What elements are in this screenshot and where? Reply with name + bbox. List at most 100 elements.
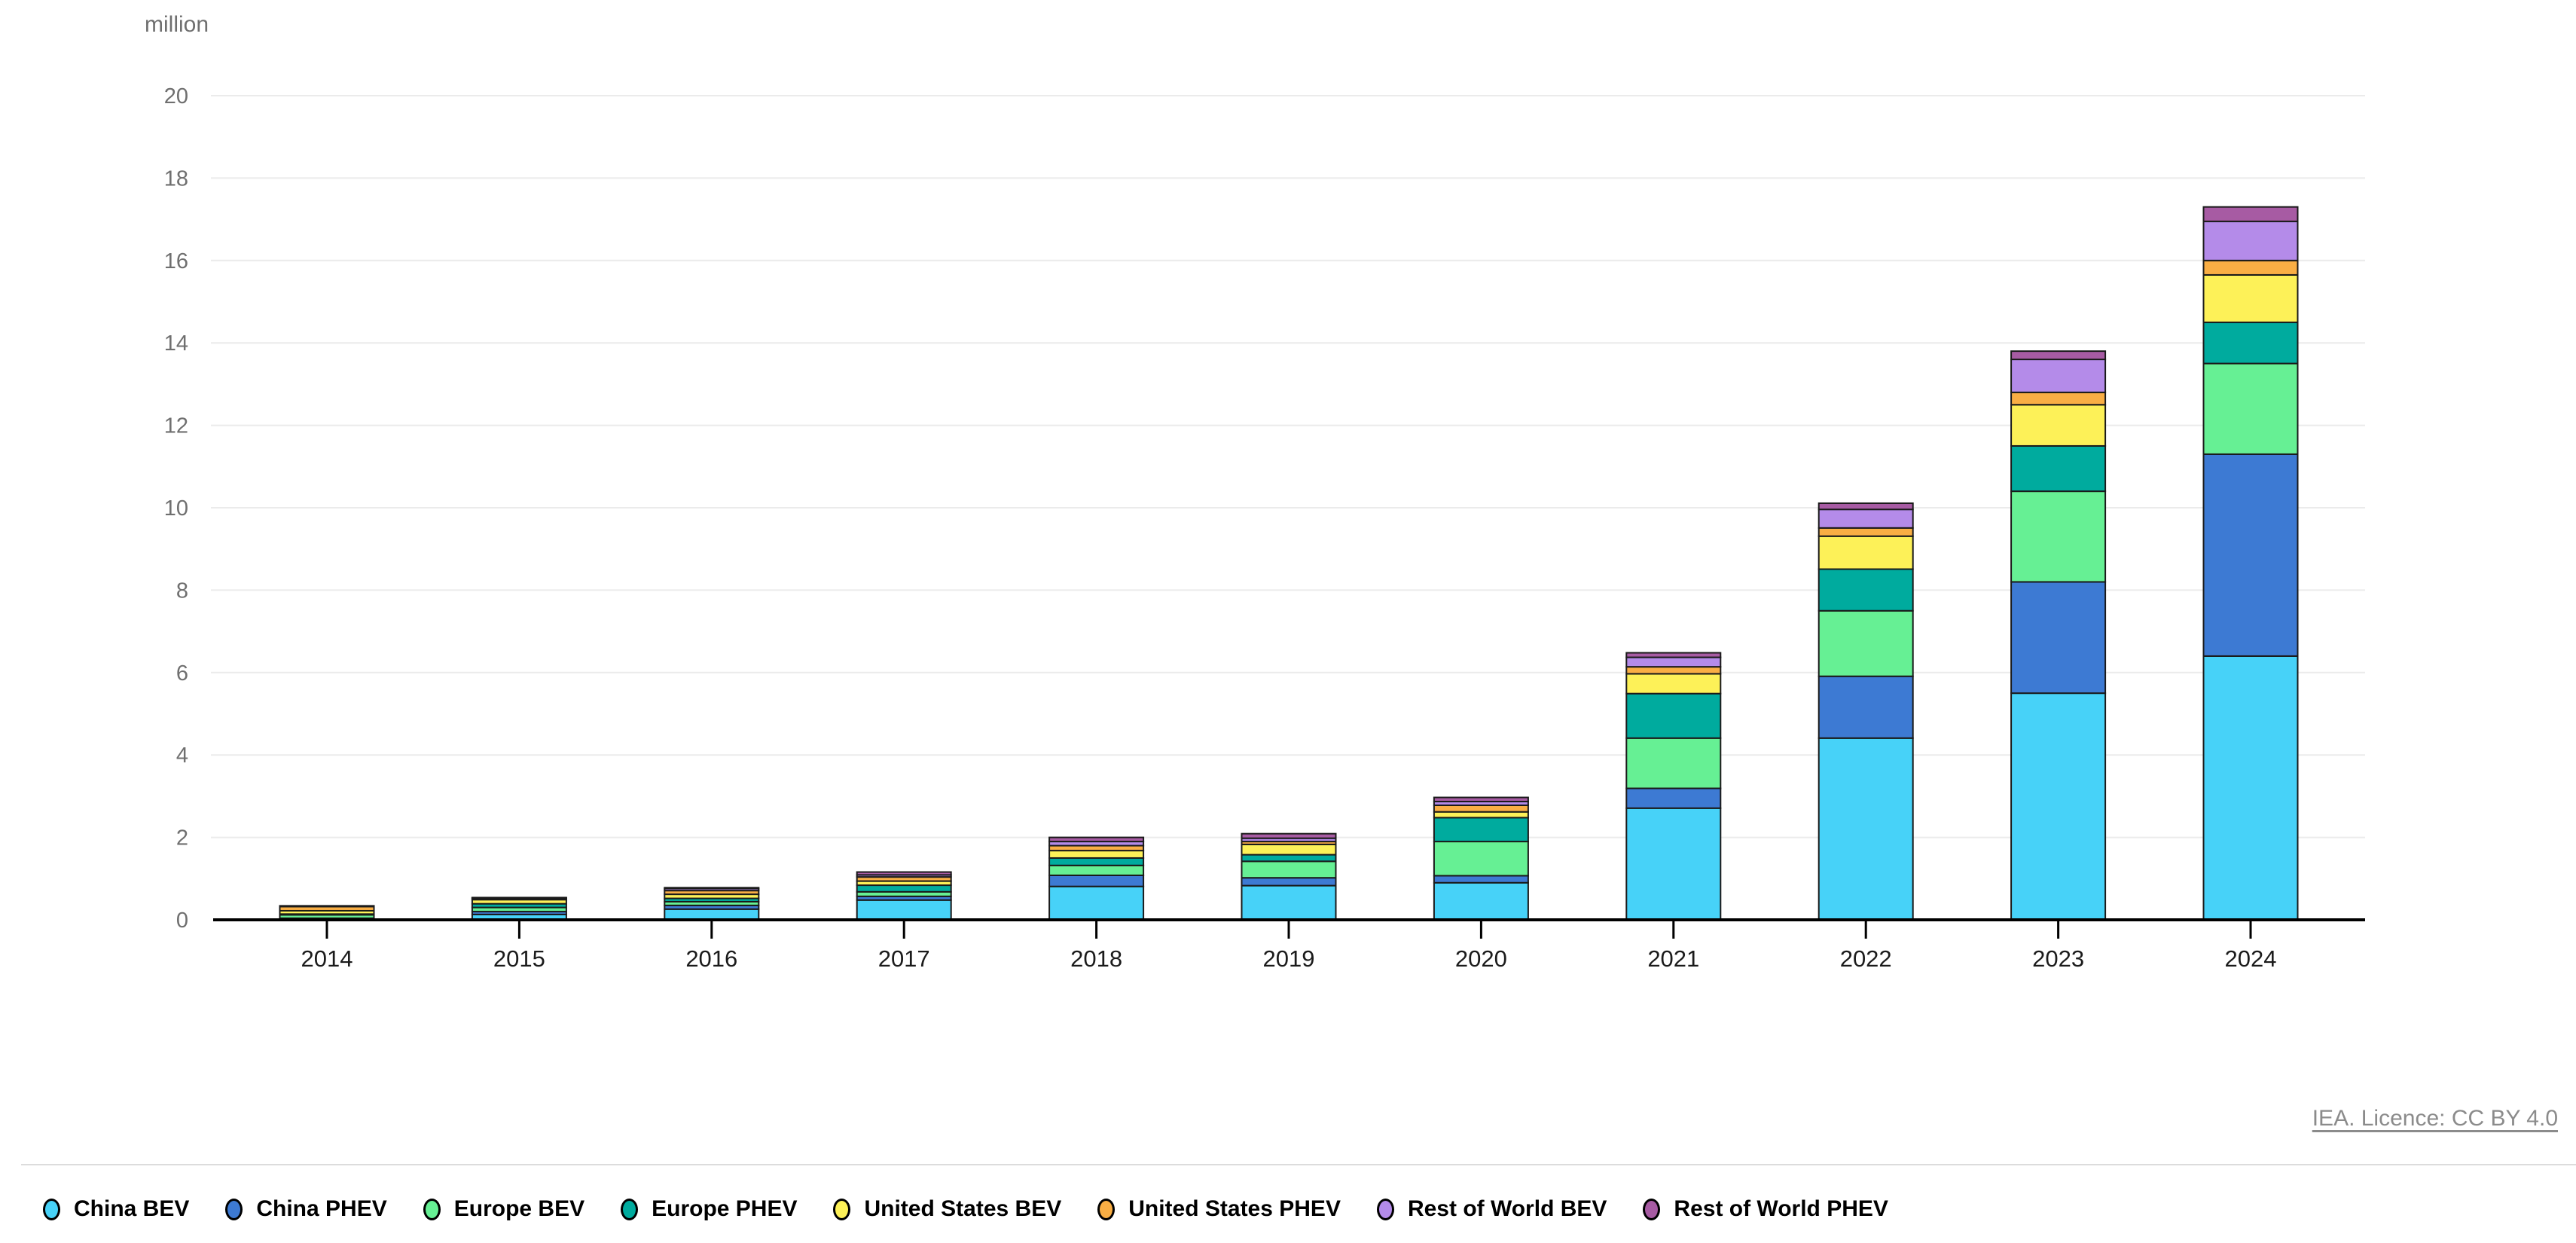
bar-segment-2022-china-phev[interactable] [1818, 675, 1914, 739]
bar-segment-2018-europe-phev[interactable] [1048, 857, 1145, 866]
bar-segment-2020-china-phev[interactable] [1433, 875, 1529, 884]
bar-segment-2024-rest-of-world-phev[interactable] [2202, 206, 2299, 222]
x-axis-year-label: 2014 [301, 945, 353, 972]
bar-segment-2024-europe-bev[interactable] [2202, 362, 2299, 455]
bar-segment-2021-united-states-phev[interactable] [1625, 666, 1722, 675]
licence-link[interactable]: IEA. Licence: CC BY 4.0 [2312, 1106, 2558, 1131]
legend-label: Rest of World PHEV [1674, 1196, 1888, 1221]
bar-segment-2018-china-bev[interactable] [1048, 885, 1145, 921]
bar-segment-2018-china-phev[interactable] [1048, 874, 1145, 887]
bar-segment-2024-china-phev[interactable] [2202, 453, 2299, 657]
legend-color-dot [1643, 1198, 1661, 1220]
legend-color-dot [225, 1198, 243, 1220]
bar-segment-2020-china-bev[interactable] [1433, 881, 1529, 921]
bar-segment-2020-europe-bev[interactable] [1433, 841, 1529, 877]
bar-segment-2022-united-states-phev[interactable] [1818, 527, 1914, 537]
legend-label: Europe BEV [453, 1196, 585, 1221]
y-axis-tick-label: 16 [164, 249, 188, 273]
bar-segment-2019-rest-of-world-phev[interactable] [1241, 832, 1337, 839]
legend-label: United States PHEV [1128, 1196, 1341, 1221]
bar-segment-2019-china-bev[interactable] [1241, 884, 1337, 921]
bar-segment-2023-rest-of-world-bev[interactable] [2010, 359, 2107, 393]
x-axis-year-label: 2017 [878, 945, 930, 972]
legend-item-china-bev[interactable]: China BEV [43, 1196, 189, 1222]
bar-segment-2024-rest-of-world-bev[interactable] [2202, 220, 2299, 261]
bar-segment-2018-europe-bev[interactable] [1048, 864, 1145, 876]
bar-segment-2020-united-states-phev[interactable] [1433, 804, 1529, 813]
bar-segment-2019-united-states-bev[interactable] [1241, 843, 1337, 856]
legend-item-china-phev[interactable]: China PHEV [225, 1196, 387, 1222]
bar-segment-2021-europe-bev[interactable] [1625, 737, 1722, 789]
bar-segment-2023-europe-phev[interactable] [2010, 444, 2107, 493]
bar-segment-2016-china-bev[interactable] [664, 908, 760, 921]
legend-separator-line [21, 1164, 2576, 1165]
bar-segment-2022-rest-of-world-phev[interactable] [1818, 502, 1914, 511]
bar-segment-2017-china-bev[interactable] [856, 899, 952, 921]
bar-segment-2022-rest-of-world-bev[interactable] [1818, 508, 1914, 529]
bar-segment-2018-rest-of-world-phev[interactable] [1048, 836, 1145, 843]
x-axis-year-label: 2020 [1455, 945, 1507, 972]
legend-color-dot [43, 1198, 60, 1220]
bar-segment-2023-europe-bev[interactable] [2010, 490, 2107, 583]
bar-segment-2024-united-states-bev[interactable] [2202, 273, 2299, 323]
bar-segment-2021-china-phev[interactable] [1625, 787, 1722, 809]
bar-segment-2022-united-states-bev[interactable] [1818, 535, 1914, 570]
legend-item-europe-phev[interactable]: Europe PHEV [621, 1196, 797, 1222]
bar-segment-2021-rest-of-world-bev[interactable] [1625, 656, 1722, 668]
y-axis-tick-label: 18 [164, 166, 188, 191]
bar-segment-2021-europe-phev[interactable] [1625, 692, 1722, 739]
legend-label: China PHEV [256, 1196, 387, 1221]
bar-segment-2023-rest-of-world-phev[interactable] [2010, 350, 2107, 361]
bar-segment-2017-rest-of-world-phev[interactable] [856, 871, 952, 876]
legend-item-europe-bev[interactable]: Europe BEV [423, 1196, 584, 1222]
legend-label: China BEV [74, 1196, 190, 1221]
legend-color-dot [1376, 1198, 1394, 1220]
legend-color-dot [423, 1198, 441, 1220]
bar-segment-2024-china-bev[interactable] [2202, 655, 2299, 921]
bar-segment-2020-rest-of-world-phev[interactable] [1433, 796, 1529, 803]
y-axis-tick-label: 12 [164, 414, 188, 438]
y-axis-tick-label: 6 [176, 661, 188, 686]
legend-item-rest-of-world-phev[interactable]: Rest of World PHEV [1643, 1196, 1888, 1222]
legend-label: Europe PHEV [652, 1196, 798, 1221]
bar-segment-2022-europe-bev[interactable] [1818, 609, 1914, 677]
bar-segment-2020-europe-phev[interactable] [1433, 817, 1529, 843]
x-axis-year-label: 2024 [2225, 945, 2277, 972]
bar-segment-2017-europe-phev[interactable] [856, 884, 952, 893]
legend-item-united-states-bev[interactable]: United States BEV [833, 1196, 1061, 1222]
bar-segment-2023-china-bev[interactable] [2010, 692, 2107, 921]
x-axis-year-label: 2021 [1647, 945, 1699, 972]
y-axis-tick-label: 14 [164, 331, 188, 356]
bar-segment-2019-europe-phev[interactable] [1241, 854, 1337, 863]
bar-segment-2023-united-states-phev[interactable] [2010, 391, 2107, 406]
bar-segment-2024-united-states-phev[interactable] [2202, 259, 2299, 276]
legend-item-united-states-phev[interactable]: United States PHEV [1097, 1196, 1341, 1222]
bar-segment-2019-europe-bev[interactable] [1241, 860, 1337, 879]
bar-segment-2024-europe-phev[interactable] [2202, 321, 2299, 365]
legend-label: United States BEV [864, 1196, 1062, 1221]
x-axis-year-label: 2018 [1070, 945, 1122, 972]
y-axis-tick-label: 8 [176, 579, 188, 603]
legend-item-rest-of-world-bev[interactable]: Rest of World BEV [1376, 1196, 1607, 1222]
bar-segment-2020-united-states-bev[interactable] [1433, 811, 1529, 819]
bar-segment-2018-united-states-bev[interactable] [1048, 850, 1145, 859]
x-axis-year-label: 2019 [1263, 945, 1315, 972]
x-axis-year-label: 2015 [493, 945, 545, 972]
bar-segment-2016-rest-of-world-phev[interactable] [664, 887, 760, 890]
bar-segment-2019-china-phev[interactable] [1241, 877, 1337, 887]
bar-segment-2021-united-states-bev[interactable] [1625, 673, 1722, 695]
bar-segment-2015-rest-of-world-phev[interactable] [471, 896, 567, 899]
y-axis-tick-label: 4 [176, 744, 188, 768]
legend-color-dot [833, 1198, 851, 1220]
bar-segment-2021-rest-of-world-phev[interactable] [1625, 652, 1722, 658]
bar-segment-2022-europe-phev[interactable] [1818, 568, 1914, 612]
bar-segment-2023-united-states-bev[interactable] [2010, 404, 2107, 447]
legend-color-dot [1097, 1198, 1116, 1220]
y-axis-tick-label: 20 [164, 84, 188, 108]
bar-segment-2023-china-phev[interactable] [2010, 581, 2107, 695]
legend-color-dot [621, 1198, 639, 1220]
bar-segment-2021-china-bev[interactable] [1625, 807, 1722, 921]
bar-segment-2022-china-bev[interactable] [1818, 737, 1914, 921]
legend-label: Rest of World BEV [1407, 1196, 1607, 1221]
y-axis-tick-label: 10 [164, 496, 188, 521]
